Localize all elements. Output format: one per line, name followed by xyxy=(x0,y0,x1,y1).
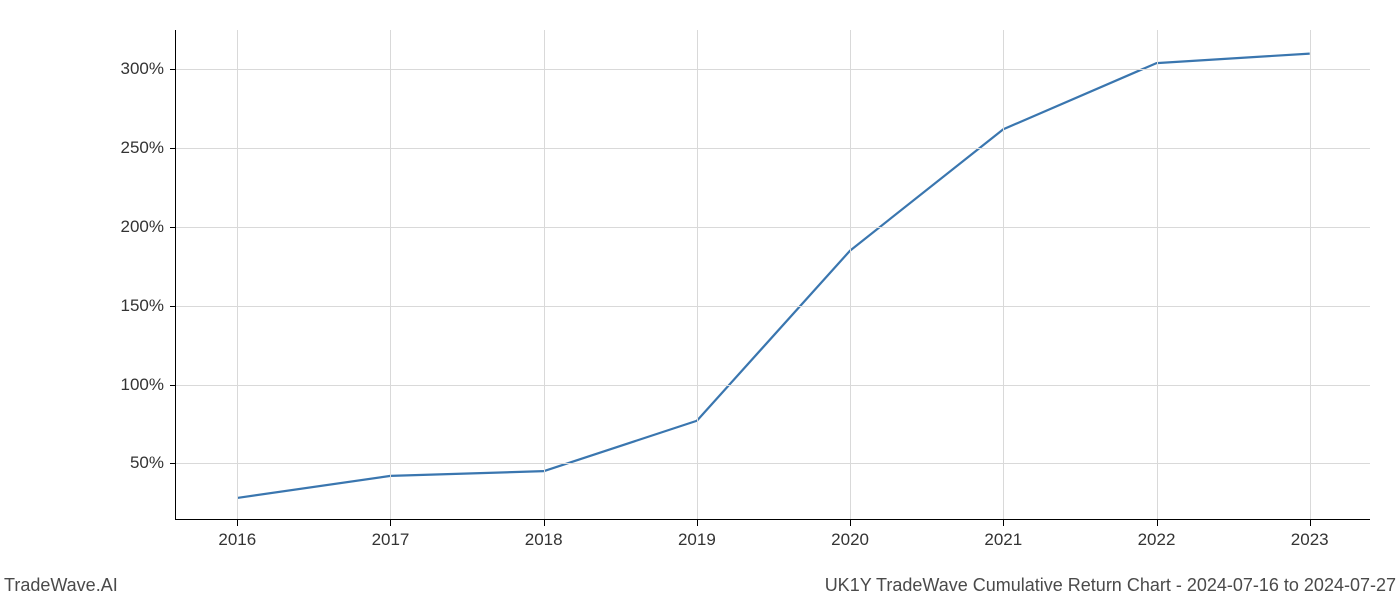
y-tick-label: 300% xyxy=(101,59,164,79)
x-tick-mark xyxy=(1157,520,1158,526)
grid-vertical xyxy=(850,30,851,519)
grid-vertical xyxy=(1310,30,1311,519)
x-tick-label: 2019 xyxy=(678,530,716,550)
x-tick-label: 2018 xyxy=(525,530,563,550)
grid-horizontal xyxy=(176,148,1370,149)
y-tick-label: 50% xyxy=(101,453,164,473)
y-tick-mark xyxy=(170,463,176,464)
y-tick-mark xyxy=(170,227,176,228)
grid-vertical xyxy=(544,30,545,519)
grid-horizontal xyxy=(176,385,1370,386)
footer-right-text: UK1Y TradeWave Cumulative Return Chart -… xyxy=(825,575,1396,596)
y-tick-mark xyxy=(170,385,176,386)
chart-container: 2016 2017 2018 2019 2020 2021 2022 2023 50% 100% 1… xyxy=(0,0,1400,600)
x-tick-label: 2022 xyxy=(1138,530,1176,550)
grid-vertical xyxy=(1003,30,1004,519)
grid-horizontal xyxy=(176,463,1370,464)
grid-vertical xyxy=(390,30,391,519)
x-tick-label: 2023 xyxy=(1291,530,1329,550)
y-tick-label: 150% xyxy=(101,296,164,316)
y-tick-label: 250% xyxy=(101,138,164,158)
y-tick-label: 100% xyxy=(101,375,164,395)
grid-horizontal xyxy=(176,69,1370,70)
plot-area: 2016201720182019202020212022202350%100%1… xyxy=(175,30,1370,520)
grid-horizontal xyxy=(176,227,1370,228)
x-tick-mark xyxy=(850,520,851,526)
grid-vertical xyxy=(1157,30,1158,519)
x-tick-mark xyxy=(1003,520,1004,526)
series-line xyxy=(237,54,1309,498)
y-tick-mark xyxy=(170,148,176,149)
y-tick-mark xyxy=(170,306,176,307)
x-tick-mark xyxy=(390,520,391,526)
grid-vertical xyxy=(237,30,238,519)
x-tick-label: 2017 xyxy=(372,530,410,550)
y-tick-mark xyxy=(170,69,176,70)
x-tick-label: 2020 xyxy=(831,530,869,550)
x-tick-mark xyxy=(237,520,238,526)
x-tick-label: 2021 xyxy=(984,530,1022,550)
line-series xyxy=(176,30,1371,520)
x-tick-mark xyxy=(697,520,698,526)
footer-left-text: TradeWave.AI xyxy=(4,575,118,596)
grid-vertical xyxy=(697,30,698,519)
grid-horizontal xyxy=(176,306,1370,307)
y-tick-label: 200% xyxy=(101,217,164,237)
x-tick-mark xyxy=(544,520,545,526)
x-tick-mark xyxy=(1310,520,1311,526)
x-tick-label: 2016 xyxy=(218,530,256,550)
